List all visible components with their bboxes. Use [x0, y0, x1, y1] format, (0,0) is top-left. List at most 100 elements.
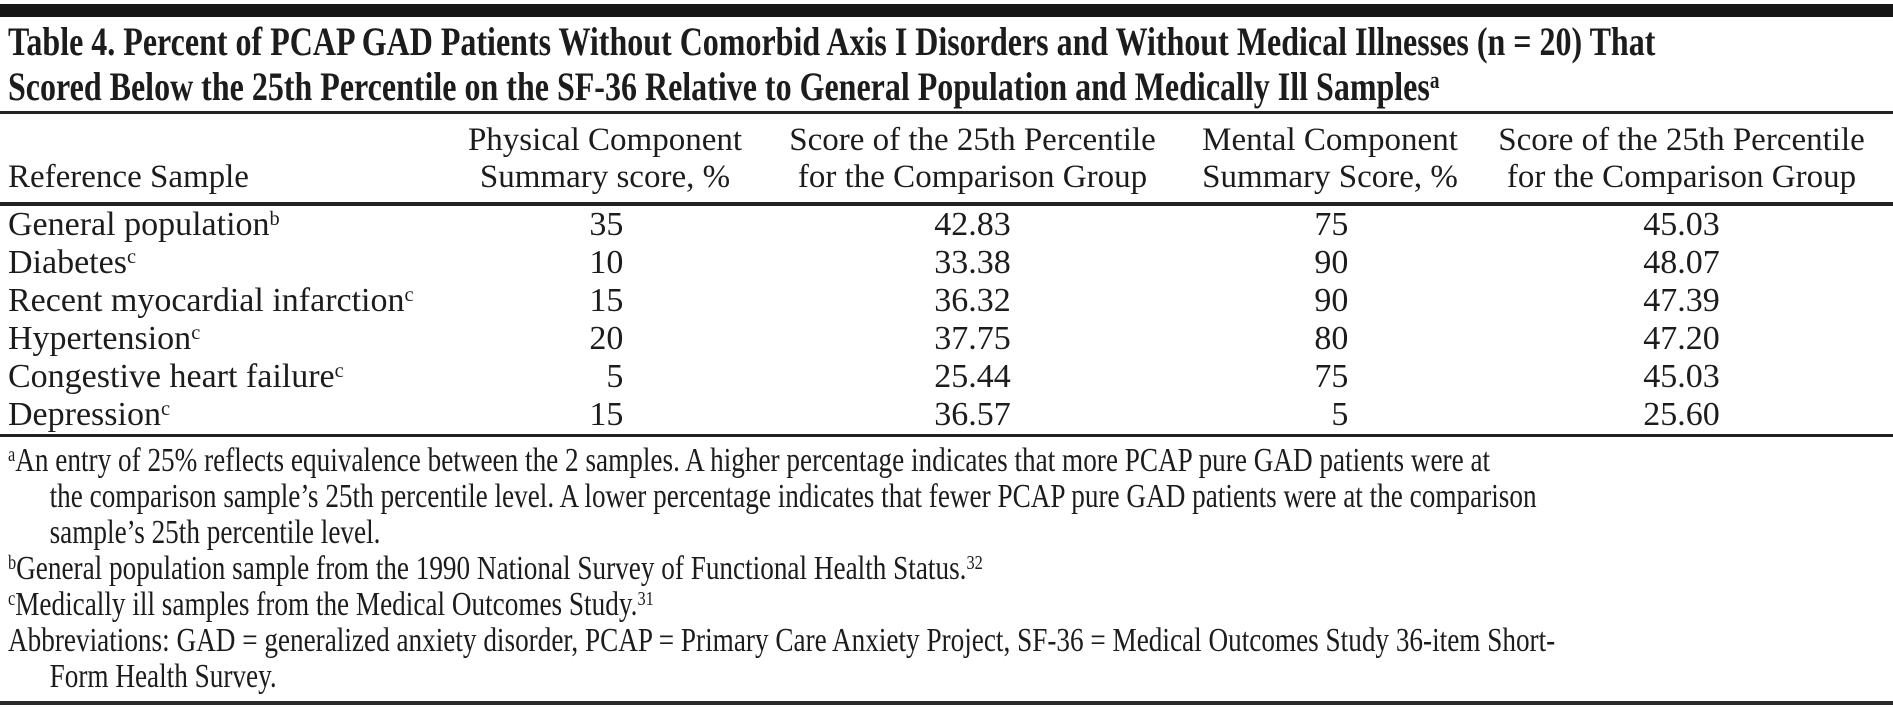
pcs-25th-score-value: 33.38	[934, 244, 1011, 281]
mcs-percent-value: 80	[1314, 320, 1349, 357]
pcs-25th-score-cell: 36.57	[755, 396, 1190, 436]
mcs-25th-score-cell: 45.03	[1470, 204, 1893, 244]
footnote-citation: 32	[966, 551, 983, 574]
pcs-percent-value: 20	[589, 320, 624, 357]
mcs-percent-value: 75	[1314, 358, 1349, 395]
title-divider-rule	[0, 111, 1893, 114]
pcs-25th-score-cell: 42.83	[755, 204, 1190, 244]
data-table: Reference Sample Physical Component Summ…	[0, 114, 1893, 437]
row-label: Depression	[8, 396, 161, 433]
paper-table-figure: Table 4. Percent of PCAP GAD Patients Wi…	[0, 4, 1893, 705]
pcs-percent-cell: 20	[455, 320, 755, 358]
pcs-percent-value: 15	[589, 396, 624, 433]
mcs-percent-value: 90	[1314, 282, 1349, 319]
footnote: Abbreviations: GAD = generalized anxiety…	[8, 623, 1880, 695]
footnote-marker: c	[8, 587, 16, 610]
pcs-25th-score-cell: 37.75	[755, 320, 1190, 358]
table-title-footnote-marker: a	[1429, 68, 1440, 94]
footnote-text: Abbreviations: GAD = generalized anxiety…	[8, 622, 1556, 695]
mcs-percent-cell: 90	[1190, 282, 1470, 320]
mcs-25th-score-value: 45.03	[1643, 358, 1720, 395]
reference-sample-cell: Diabetesc	[0, 244, 455, 282]
row-footnote-marker: b	[269, 207, 280, 230]
mcs-25th-score-cell: 25.60	[1470, 396, 1893, 436]
reference-sample-cell: Depressionc	[0, 396, 455, 436]
table-header: Reference Sample Physical Component Summ…	[0, 114, 1893, 204]
pcs-percent-value: 10	[589, 244, 624, 281]
pcs-percent-value: 15	[589, 282, 624, 319]
pcs-25th-score-value: 42.83	[934, 206, 1011, 243]
bottom-rule-bar	[0, 701, 1893, 705]
pcs-25th-score-value: 36.32	[934, 282, 1011, 319]
footnotes-list: aAn entry of 25% reflects equivalence be…	[8, 443, 1880, 695]
table-row: Recent myocardial infarctionc 15 36.32 90 47…	[0, 282, 1893, 320]
footnote-citation: 31	[637, 587, 654, 610]
pcs-25th-score-value: 25.44	[934, 358, 1011, 395]
row-footnote-marker: c	[334, 359, 344, 382]
footnote-marker: a	[8, 443, 16, 466]
table-row: General populationb 35 42.83 75 45.03	[0, 204, 1893, 244]
footnote-text: Medically ill samples from the Medical O…	[15, 586, 638, 623]
table-title-text: Table 4. Percent of PCAP GAD Patients Wi…	[8, 19, 1656, 109]
pcs-percent-value: 5	[606, 358, 624, 395]
reference-sample-cell: General populationb	[0, 204, 455, 244]
mcs-25th-score-value: 47.39	[1643, 282, 1720, 319]
mcs-25th-score-value: 45.03	[1643, 206, 1720, 243]
table-title-inner: Table 4. Percent of PCAP GAD Patients Wi…	[8, 19, 1880, 109]
mcs-percent-cell: 5	[1190, 396, 1470, 436]
row-label: Recent myocardial infarction	[8, 282, 405, 319]
table-title: Table 4. Percent of PCAP GAD Patients Wi…	[0, 17, 1893, 111]
col-header-mental-component-summary: Mental Component Summary Score, %	[1202, 122, 1458, 195]
footnote-text: General population sample from the 1990 …	[16, 550, 967, 587]
mcs-percent-cell: 90	[1190, 244, 1470, 282]
pcs-percent-value: 35	[589, 206, 624, 243]
header-row: Reference Sample Physical Component Summ…	[0, 114, 1893, 204]
footnote: bGeneral population sample from the 1990…	[8, 551, 1880, 587]
pcs-25th-score-value: 37.75	[934, 320, 1011, 357]
row-label: General population	[8, 206, 270, 243]
top-rule-bar	[0, 4, 1893, 17]
mcs-25th-score-cell: 47.39	[1470, 282, 1893, 320]
row-footnote-marker: c	[191, 321, 201, 344]
mcs-percent-value: 5	[1331, 396, 1349, 433]
reference-sample-cell: Congestive heart failurec	[0, 358, 455, 396]
pcs-25th-score-cell: 33.38	[755, 244, 1190, 282]
table-row: Hypertensionc 20 37.75 80 47.20	[0, 320, 1893, 358]
col-header-physical-component-summary: Physical Component Summary score, %	[467, 122, 743, 195]
pcs-25th-score-cell: 25.44	[755, 358, 1190, 396]
mcs-percent-cell: 75	[1190, 358, 1470, 396]
row-footnote-marker: c	[404, 283, 414, 306]
col-header-reference-sample: Reference Sample	[8, 159, 249, 195]
pcs-percent-cell: 15	[455, 396, 755, 436]
mcs-percent-cell: 80	[1190, 320, 1470, 358]
table-row: Diabetesc 10 33.38 90 48.07	[0, 244, 1893, 282]
footnote-text: An entry of 25% reflects equivalence bet…	[15, 442, 1537, 551]
row-footnote-marker: c	[160, 397, 171, 420]
pcs-percent-cell: 10	[455, 244, 755, 282]
pcs-25th-score-value: 36.57	[934, 396, 1011, 433]
footnote-marker: b	[8, 551, 17, 574]
footnotes: aAn entry of 25% reflects equivalence be…	[0, 437, 1893, 699]
mcs-percent-value: 90	[1314, 244, 1349, 281]
mcs-percent-cell: 75	[1190, 204, 1470, 244]
mcs-percent-value: 75	[1314, 206, 1349, 243]
pcs-25th-score-cell: 36.32	[755, 282, 1190, 320]
col-header-mcs-25th-percentile-score: Score of the 25th Percentile for the Com…	[1498, 122, 1865, 195]
pcs-percent-cell: 15	[455, 282, 755, 320]
row-label: Diabetes	[8, 244, 127, 281]
mcs-25th-score-value: 25.60	[1643, 396, 1720, 433]
mcs-25th-score-cell: 47.20	[1470, 320, 1893, 358]
mcs-25th-score-value: 48.07	[1643, 244, 1720, 281]
col-header-pcs-25th-percentile-score: Score of the 25th Percentile for the Com…	[789, 122, 1156, 195]
table-row: Depressionc 15 36.57 5 25.60	[0, 396, 1893, 436]
mcs-25th-score-value: 47.20	[1643, 320, 1720, 357]
mcs-25th-score-cell: 45.03	[1470, 358, 1893, 396]
row-label: Congestive heart failure	[8, 358, 335, 395]
table-row: Congestive heart failurec 5 25.44 75 45.03	[0, 358, 1893, 396]
reference-sample-cell: Hypertensionc	[0, 320, 455, 358]
footnote: cMedically ill samples from the Medical …	[8, 587, 1880, 623]
row-label: Hypertension	[8, 320, 192, 357]
mcs-25th-score-cell: 48.07	[1470, 244, 1893, 282]
footnote: aAn entry of 25% reflects equivalence be…	[8, 443, 1880, 551]
pcs-percent-cell: 5	[455, 358, 755, 396]
